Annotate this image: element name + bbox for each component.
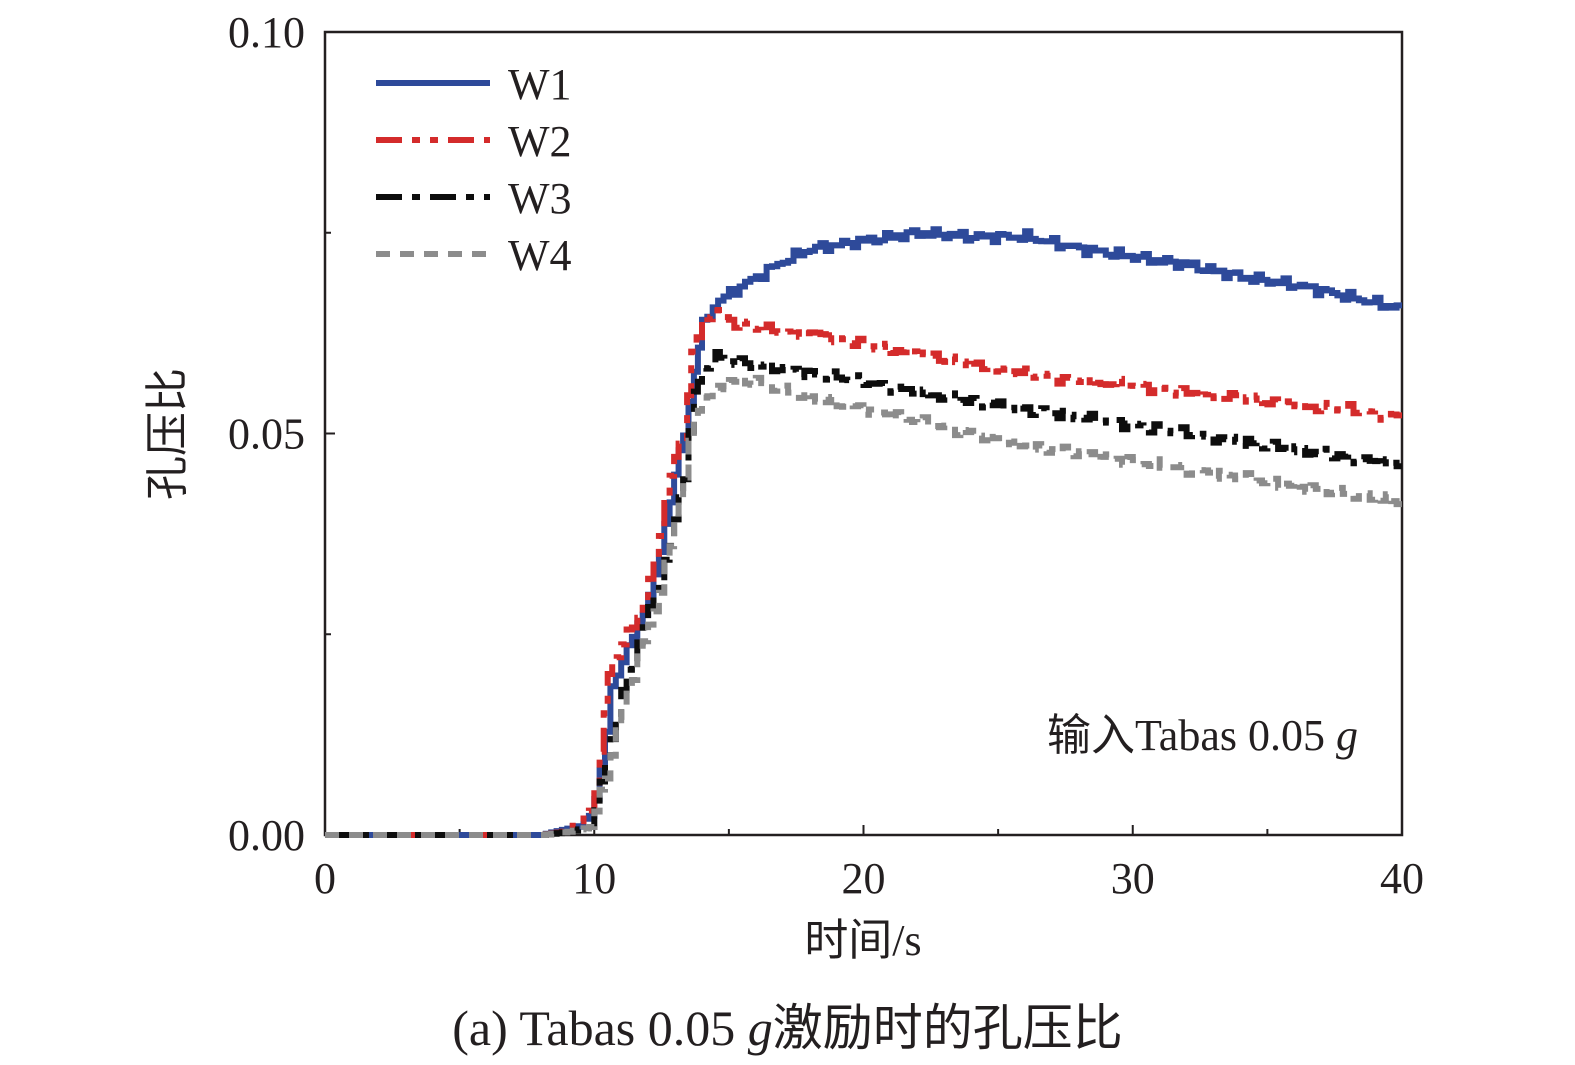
x-tick-label: 30: [1111, 854, 1155, 903]
series-line-w2: [325, 307, 1402, 838]
x-tick-label: 20: [842, 854, 886, 903]
y-tick-label: 0.10: [228, 8, 305, 57]
legend: W1 W2 W3 W4: [376, 60, 572, 280]
x-tick-label: 0: [314, 854, 336, 903]
y-tick-label: 0.00: [228, 811, 305, 860]
legend-label-w2: W2: [508, 117, 572, 166]
annotation-italic: g: [1336, 711, 1358, 760]
x-tick-label: 10: [572, 854, 616, 903]
axis-ticks: 0 10 20 30 40 0.00 0.05 0.10: [228, 8, 1424, 903]
caption-prefix: (a) Tabas 0.05: [452, 1000, 748, 1056]
y-tick-label: 0.05: [228, 410, 305, 459]
annotation-text: 输入Tabas 0.05: [1047, 711, 1336, 760]
series-layer: [325, 226, 1402, 838]
y-axis-title: 孔压比: [143, 368, 192, 500]
figure-caption: (a) Tabas 0.05 g激励时的孔压比: [0, 988, 1575, 1060]
caption-suffix: 激励时的孔压比: [772, 1000, 1123, 1056]
caption-italic: g: [747, 1000, 773, 1056]
series-line-w3: [325, 349, 1402, 838]
input-annotation: 输入Tabas 0.05 g: [1047, 711, 1358, 760]
legend-label-w3: W3: [508, 174, 572, 223]
legend-label-w1: W1: [508, 60, 572, 109]
x-tick-label: 40: [1380, 854, 1424, 903]
legend-label-w4: W4: [508, 231, 572, 280]
x-axis-title: 时间/s: [804, 916, 921, 965]
series-line-w4: [325, 374, 1402, 838]
